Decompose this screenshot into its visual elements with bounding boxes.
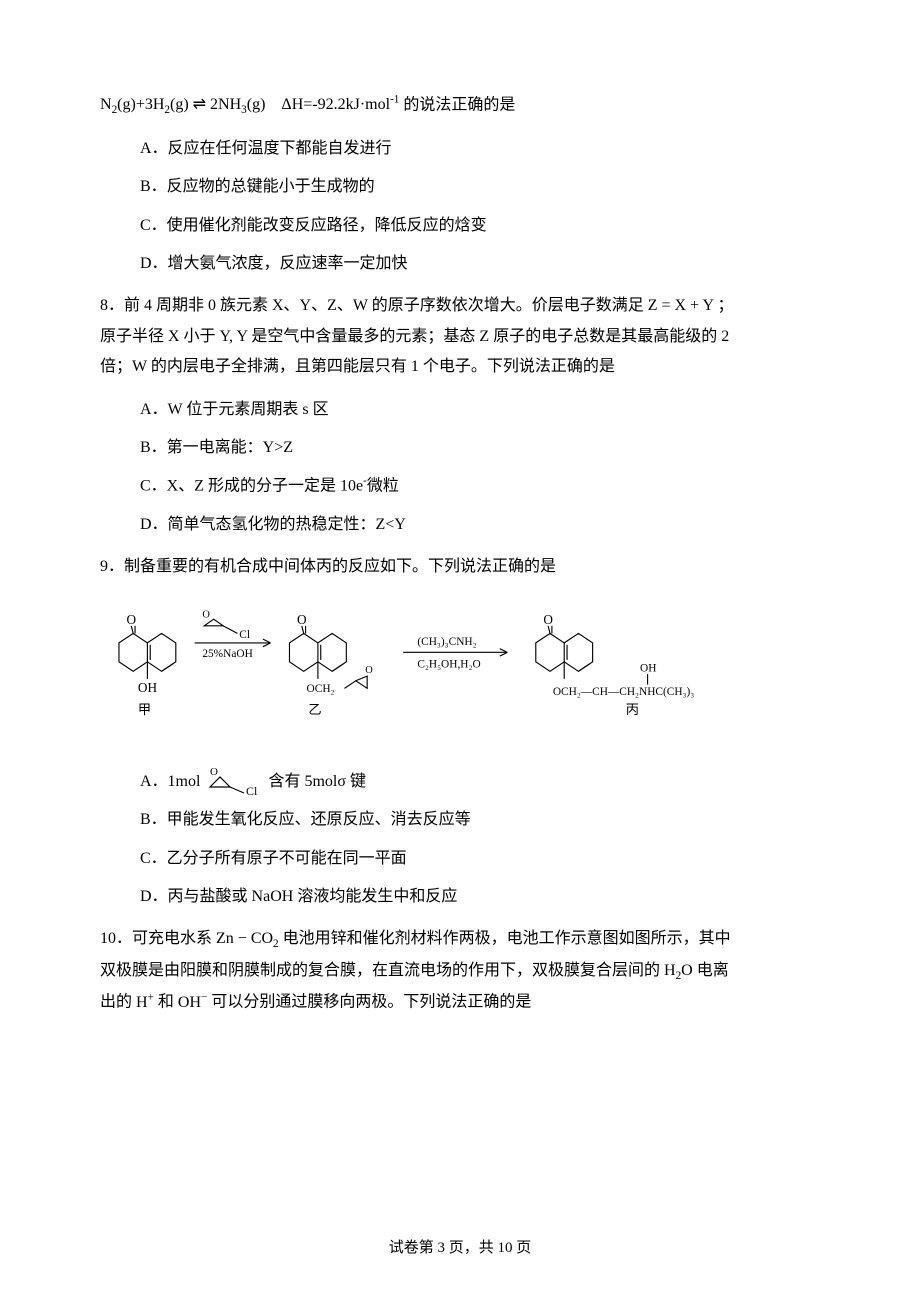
q9-option-b: B．甲能发生氧化反应、还原反应、消去反应等: [140, 805, 820, 835]
q7-tail: 的说法正确的是: [403, 96, 515, 113]
q9-option-c: C．乙分子所有原子不可能在同一平面: [140, 844, 820, 874]
arrow-step2: (CH₃)₃CNH₂ C₂H₅OH,H₂O: [403, 636, 507, 671]
svg-text:C₂H₅OH,H₂O: C₂H₅OH,H₂O: [417, 658, 480, 670]
q10-stem-line1: 10．可充电水系 Zn − CO2 电池用锌和催化剂材料作两极，电池工作示意图如…: [100, 924, 820, 955]
svg-text:OH: OH: [138, 680, 158, 695]
q7-option-c: C．使用催化剂能改变反应路径，降低反应的焓变: [140, 211, 820, 241]
svg-text:甲: 甲: [138, 702, 151, 717]
q7-options: A．反应在任何温度下都能自发进行 B．反应物的总键能小于生成物的 C．使用催化剂…: [100, 134, 820, 280]
q10-stem-line3: 出的 H+ 和 OH− 可以分别通过膜移向两极。下列说法正确的是: [100, 987, 820, 1018]
q7-option-a: A．反应在任何温度下都能自发进行: [140, 134, 820, 164]
svg-text:O: O: [127, 612, 137, 627]
structure-bing: O OH OCH₂—CH—CH₂NHC(CH₃)₃ 丙: [536, 612, 695, 717]
q9-a-suffix: 含有 5molσ 键: [268, 773, 366, 790]
structure-jia: O OH 甲: [119, 612, 176, 717]
q8: 8．前 4 周期非 0 族元素 X、Y、Z、W 的原子序数依次增大。价层电子数满…: [100, 291, 820, 540]
svg-text:Cl: Cl: [239, 629, 250, 641]
q9-options: A．1mol O Cl 含有 5molσ 键 B．甲能发生氧化反应、还原反应、消…: [100, 767, 820, 913]
svg-text:O: O: [297, 612, 307, 627]
q8-stem-line3: 倍；W 的内层电子全排满，且第四能层只有 1 个电子。下列说法正确的是: [100, 352, 820, 382]
svg-text:OCH₂—CH—CH₂NHC(CH₃)₃: OCH₂—CH—CH₂NHC(CH₃)₃: [553, 686, 694, 698]
svg-text:O: O: [202, 609, 210, 620]
svg-text:OH: OH: [640, 662, 656, 674]
svg-text:(CH₃)₃CNH₂: (CH₃)₃CNH₂: [417, 636, 476, 648]
q10-stem: 10．可充电水系 Zn − CO2 电池用锌和催化剂材料作两极，电池工作示意图如…: [100, 924, 820, 1018]
q9-option-d: D．丙与盐酸或 NaOH 溶液均能发生中和反应: [140, 882, 820, 912]
q9-option-a: A．1mol O Cl 含有 5molσ 键: [140, 767, 820, 797]
q8-option-a: A．W 位于元素周期表 s 区: [140, 395, 820, 425]
q10: 10．可充电水系 Zn − CO2 电池用锌和催化剂材料作两极，电池工作示意图如…: [100, 924, 820, 1018]
page-footer: 试卷第 3 页，共 10 页: [0, 1234, 920, 1263]
q7-option-b: B．反应物的总键能小于生成物的: [140, 172, 820, 202]
svg-text:O: O: [210, 767, 218, 778]
arrow-step1: O Cl 25%NaOH: [195, 609, 271, 660]
q10-stem-line2: 双极膜是由阳膜和阴膜制成的复合膜，在直流电场的作用下，双极膜复合层间的 H2O …: [100, 956, 820, 987]
svg-text:Cl: Cl: [246, 784, 258, 797]
q8-options: A．W 位于元素周期表 s 区 B．第一电离能：Y>Z C．X、Z 形成的分子一…: [100, 395, 820, 541]
q7-equation: N2(g)+3H2(g) ⇌ 2NH3(g) ΔH=-92.2kJ·mol-1 …: [100, 90, 820, 122]
svg-text:O: O: [365, 665, 373, 676]
svg-text:25%NaOH: 25%NaOH: [202, 648, 252, 660]
q8-option-b: B．第一电离能：Y>Z: [140, 433, 820, 463]
q7-equation-text: N2(g)+3H2(g) ⇌ 2NH3(g) ΔH=-92.2kJ·mol-1: [100, 96, 399, 113]
svg-text:OCH₂: OCH₂: [307, 683, 335, 695]
q8-option-c: C．X、Z 形成的分子一定是 10e-微粒: [140, 471, 820, 502]
epoxy-cl-icon: O Cl: [204, 767, 264, 797]
q8-option-d: D．简单气态氢化物的热稳定性：Z<Y: [140, 510, 820, 540]
q8-stem: 8．前 4 周期非 0 族元素 X、Y、Z、W 的原子序数依次增大。价层电子数满…: [100, 291, 820, 382]
q8-stem-line1: 8．前 4 周期非 0 族元素 X、Y、Z、W 的原子序数依次增大。价层电子数满…: [100, 291, 820, 321]
structure-yi: O OCH₂ O 乙: [289, 612, 373, 717]
svg-text:乙: 乙: [308, 702, 321, 717]
svg-text:O: O: [543, 612, 553, 627]
q9: 9．制备重要的有机合成中间体丙的反应如下。下列说法正确的是 O OH 甲: [100, 552, 820, 912]
q7-option-d: D．增大氨气浓度，反应速率一定加快: [140, 249, 820, 279]
q9-stem: 9．制备重要的有机合成中间体丙的反应如下。下列说法正确的是: [100, 552, 820, 582]
svg-text:丙: 丙: [626, 702, 639, 717]
q9-a-prefix: A．1mol: [140, 773, 200, 790]
q9-reaction-scheme: O OH 甲 O Cl 25%NaOH: [100, 605, 820, 738]
q8-stem-line2: 原子半径 X 小于 Y, Y 是空气中含量最多的元素；基态 Z 原子的电子总数是…: [100, 322, 820, 352]
